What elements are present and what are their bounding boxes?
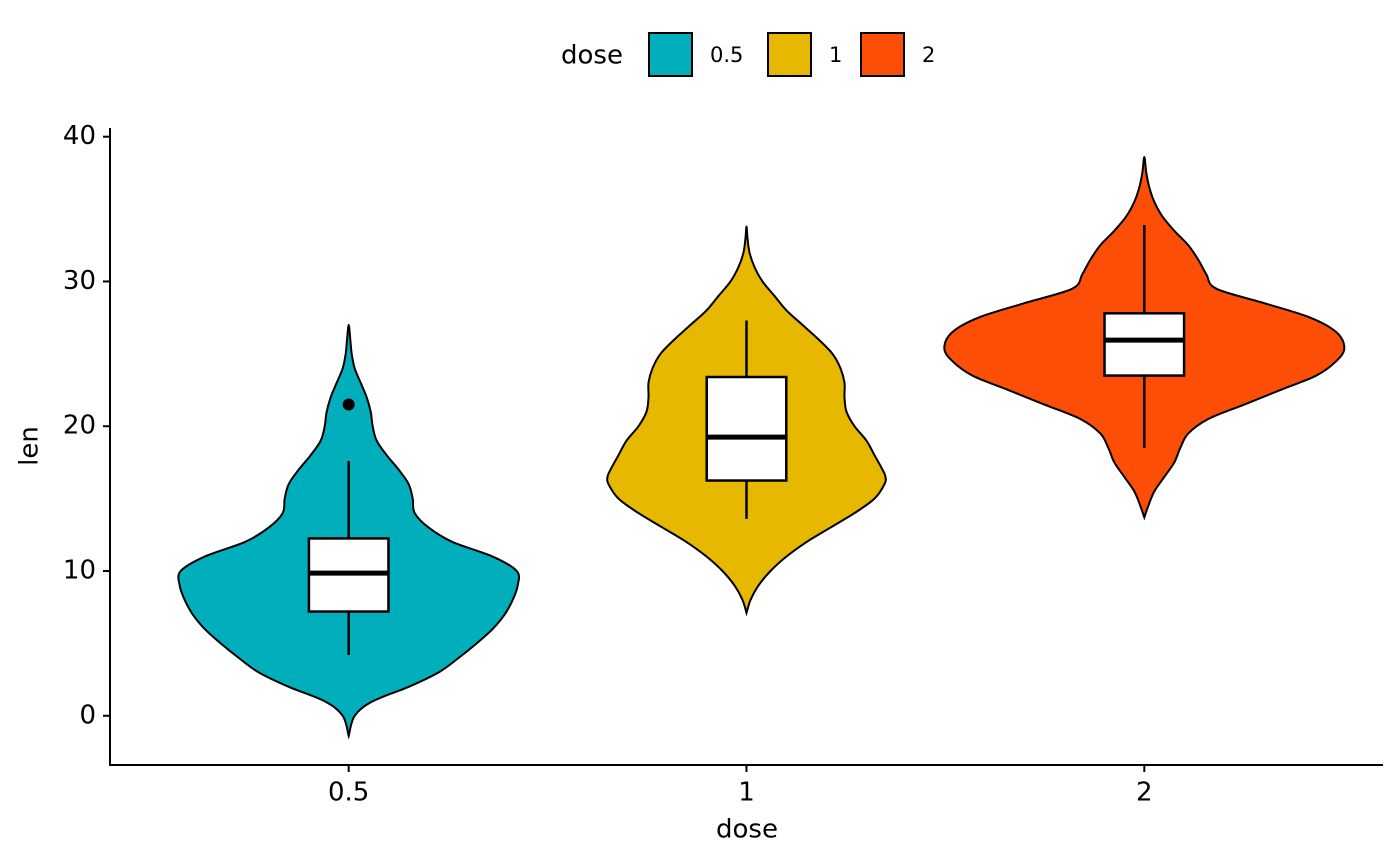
y-tick-label: 20 (63, 411, 96, 441)
box (705, 375, 788, 482)
legend-label: 0.5 (710, 43, 743, 67)
x-tick-label: 0.5 (328, 778, 369, 808)
outlier (342, 398, 355, 411)
y-tick-label: 0 (79, 700, 96, 730)
y-tick-label: 10 (63, 556, 96, 586)
box (1103, 312, 1186, 377)
legend-key (767, 32, 812, 77)
legend-label: 1 (829, 43, 842, 67)
y-axis-label: len (15, 426, 45, 466)
x-axis-label: dose (716, 815, 778, 845)
x-tick-label: 1 (738, 778, 755, 808)
x-tick-label: 2 (1136, 778, 1153, 808)
y-tick-label: 30 (63, 266, 96, 296)
y-tick-label: 40 (63, 121, 96, 151)
legend-key (860, 32, 905, 77)
legend-key (648, 32, 693, 77)
legend-label: 2 (922, 43, 935, 67)
legend-title: dose (561, 41, 623, 71)
